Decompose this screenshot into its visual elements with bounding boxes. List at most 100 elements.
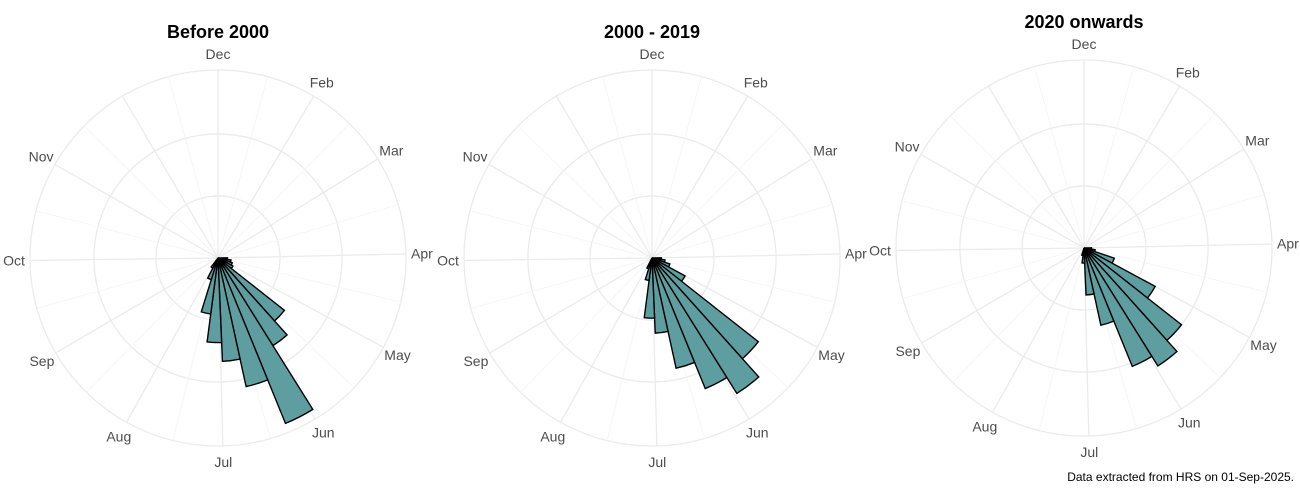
histogram-bar [217,257,269,388]
grid-spoke-major [560,257,653,423]
grid-spoke-minor [651,257,835,303]
month-tick-label: Apr [1277,236,1299,252]
grid-spoke-minor [217,76,268,259]
grid-spoke-major [30,257,219,262]
grid-spoke-major [55,257,219,354]
histogram-bar [1083,247,1115,326]
polar-grid: Dec Feb Mar Apr May Jun Jul Aug Sep Oct Nov [869,36,1299,460]
grid-spoke-minor [1038,247,1085,431]
grid-spoke-minor [651,204,833,259]
histogram-bar [1083,247,1178,367]
grid-spoke-minor [520,257,653,393]
grid-spoke-major [1083,243,1272,249]
month-tick-label: Jul [648,454,666,470]
histogram-bar [206,257,223,344]
month-tick-label: Jul [214,454,232,470]
grid-spoke-major [217,257,384,348]
month-tick-label: Aug [540,428,565,444]
month-tick-label: Feb [1176,64,1200,80]
grid-spoke-minor [952,247,1085,383]
month-tick-label: Dec [1072,36,1097,52]
month-tick-label: Dec [206,46,231,62]
grid-spoke-minor [217,204,399,259]
grid-spoke-minor [217,123,350,259]
month-tick-label: Aug [972,418,997,434]
grid-spoke-major [217,95,315,259]
grid-spoke-major [54,163,219,259]
grid-spoke-major [920,153,1085,249]
month-tick-label: Feb [744,74,768,90]
month-tick-label: Feb [310,74,334,90]
grid-spoke-major [987,85,1085,249]
grid-spoke-minor [217,257,401,303]
month-tick-label: Apr [411,246,433,262]
grid-spoke-minor [470,257,653,309]
histogram-bar [1080,247,1085,257]
histogram-bar [651,257,669,334]
histogram-bar [645,257,653,270]
panel-2020-onwards: Dec Feb Mar Apr May Jun Jul Aug Sep Oct Nov 2020 on… [869,12,1299,460]
panel-2000-2019: Dec Feb Mar Apr May Jun Jul Aug Sep Oct Nov 2000 - … [437,22,867,470]
histogram-bar [643,257,656,319]
histogram-bar [1083,247,1095,296]
month-tick-label: Jun [312,425,335,441]
bars [643,257,760,395]
grid-spoke-minor [602,76,653,259]
month-tick-label: Nov [895,139,920,155]
grid-spoke-minor [1083,194,1265,249]
grid-spoke-minor [83,125,219,259]
month-tick-label: Oct [437,253,459,269]
grid-spoke-major [121,95,219,259]
grid-spoke-minor [902,247,1085,299]
grid-spoke-major [651,253,840,259]
month-tick-label: Oct [869,243,891,259]
grid-spoke-major [651,158,813,259]
grid-spoke-minor [651,123,784,259]
month-tick-label: Sep [463,353,488,369]
grid-spoke-minor [36,257,219,309]
panel-title: Before 2000 [167,22,269,42]
histogram-bar [651,257,696,370]
grid-spoke-minor [35,210,219,259]
grid-spoke-major [489,257,653,354]
month-tick-label: Oct [3,253,25,269]
grid-spoke-major [651,95,749,259]
grid-spoke-minor [651,76,702,259]
month-tick-label: Mar [379,142,403,158]
bars [200,257,314,425]
bars [1080,247,1183,368]
grid-spoke-major [921,247,1085,344]
grid-spoke-major [217,158,379,259]
polar-grid: Dec Feb Mar Apr May Jun Jul Aug Sep Oct Nov [3,46,433,470]
grid-spoke-minor [168,76,219,259]
histogram-bar [217,257,241,363]
month-tick-label: Dec [640,46,665,62]
grid-spoke-minor [1083,66,1134,249]
grid-spoke-minor [1083,247,1267,293]
month-tick-label: May [818,347,844,363]
month-tick-label: May [384,347,410,363]
month-tick-label: May [1250,337,1276,353]
grid-spoke-major [217,253,406,259]
month-tick-label: Sep [29,353,54,369]
histogram-bar [651,257,728,390]
grid-spoke-minor [86,257,219,393]
grid-spoke-major [992,247,1085,413]
grid-spoke-minor [517,125,653,259]
month-tick-label: Jun [1178,415,1201,431]
grid-spoke-minor [469,210,653,259]
month-tick-label: Apr [845,246,867,262]
grid-spoke-minor [1083,113,1216,249]
grid-spoke-major [1083,148,1245,249]
histogram-bar [217,257,314,425]
panel-title: 2000 - 2019 [604,22,700,42]
grid-spoke-major [464,257,653,262]
month-tick-label: Jun [746,425,769,441]
histogram-bar [1083,247,1153,368]
grid-spoke-minor [949,115,1085,249]
histogram-bar [651,257,760,395]
grid-spoke-major [488,163,653,259]
grid-spoke-major [896,247,1085,252]
month-tick-label: Nov [463,149,488,165]
